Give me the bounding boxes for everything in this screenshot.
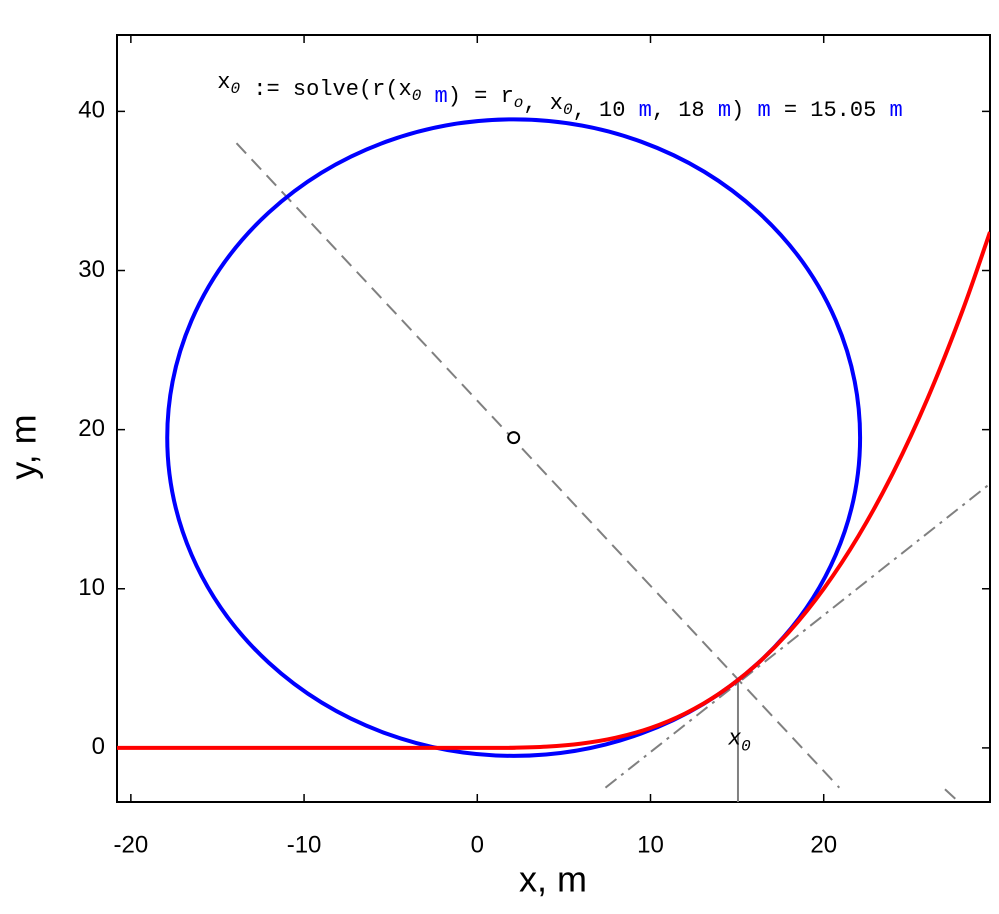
guide-line [604, 482, 990, 789]
y-tick-label: 20 [78, 415, 105, 442]
formula-part: x [399, 77, 412, 102]
osculating-circle [165, 117, 863, 758]
formula-subscript: 0 [563, 101, 573, 119]
x-tick-label: 0 [471, 831, 484, 858]
formula-part: := solve(r( [240, 77, 398, 102]
y-tick-label: 30 [78, 256, 105, 283]
formula-part: ) [731, 98, 757, 123]
y-tick-label: 40 [78, 97, 105, 124]
y-tick-label: 10 [78, 574, 105, 601]
guide-line [944, 788, 960, 802]
x0-label-text: x [727, 727, 742, 752]
y-tick-label: 0 [92, 733, 105, 760]
y-axis-label: y, m [3, 414, 44, 479]
formula-subscript: o [514, 94, 524, 112]
x-axis-label: x, m [519, 859, 587, 900]
x0-label-sub: 0 [741, 738, 751, 756]
formula-part: x [217, 70, 230, 95]
x-tick-label: -20 [114, 831, 149, 858]
plot-area [117, 117, 990, 802]
formula: x0 := solve(r(x0 m) = ro, x0, 10 m, 18 m… [217, 70, 902, 123]
x-tick-label: 10 [637, 831, 664, 858]
formula-part: = 15.05 [771, 98, 890, 123]
formula-part: m [757, 98, 770, 123]
x-tick-label: -10 [287, 831, 322, 858]
formula-subscript: 0 [231, 80, 241, 98]
plot-frame [116, 34, 991, 803]
formula-part: m [889, 98, 902, 123]
formula-part: m [421, 84, 447, 109]
formula-part: m [718, 98, 731, 123]
formula-part: , 18 [652, 98, 718, 123]
formula-part: m [639, 98, 652, 123]
formula-part: ) = r [448, 84, 514, 109]
guide-line [235, 142, 841, 789]
formula-part: , x [523, 91, 563, 116]
circle-center [507, 431, 521, 445]
x0-label: x0 [727, 727, 751, 756]
formula-part: , 10 [573, 98, 639, 123]
formula-subscript: 0 [412, 87, 422, 105]
x-tick-label: 20 [810, 831, 837, 858]
curve [117, 231, 990, 750]
